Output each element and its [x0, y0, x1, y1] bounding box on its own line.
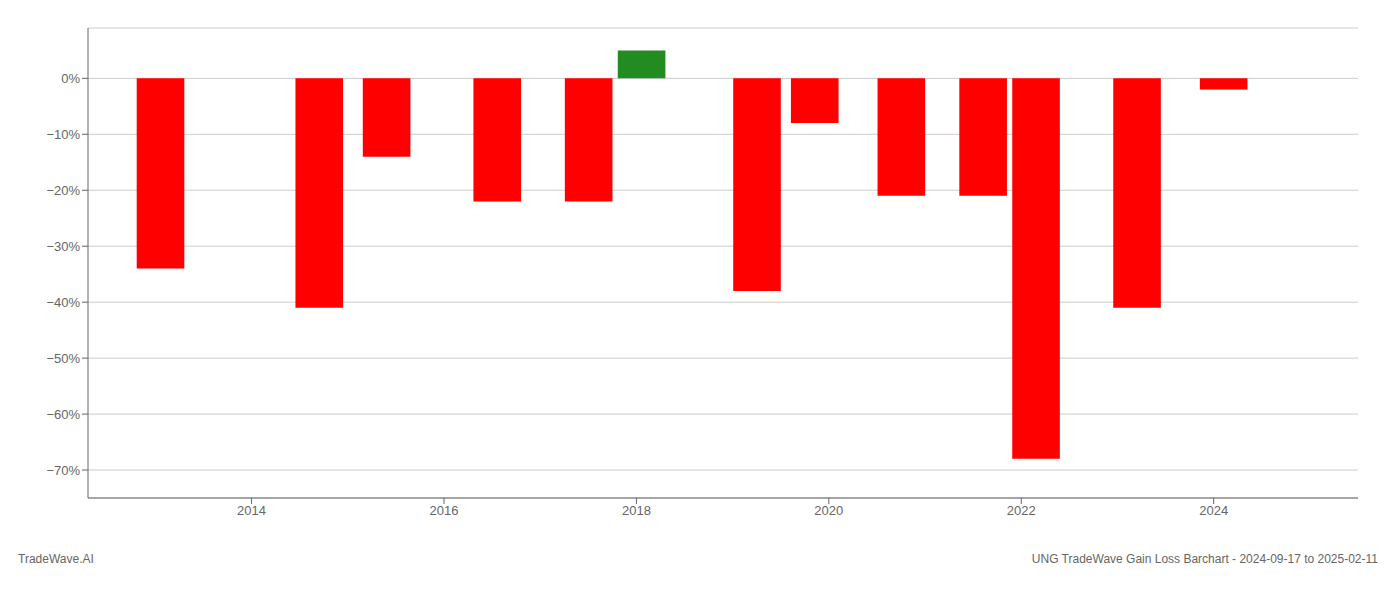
svg-text:−50%: −50% [46, 351, 80, 366]
svg-text:−10%: −10% [46, 127, 80, 142]
svg-text:2024: 2024 [1199, 503, 1228, 518]
svg-text:−60%: −60% [46, 407, 80, 422]
svg-text:−30%: −30% [46, 239, 80, 254]
svg-text:2022: 2022 [1007, 503, 1036, 518]
svg-text:0%: 0% [61, 71, 80, 86]
html-text:UNG TradeWave Gain Loss Barcha: UNG TradeWave Gain Loss Barchart - 2024-… [1031, 552, 1378, 566]
svg-text:−70%: −70% [46, 463, 80, 478]
svg-text:−20%: −20% [46, 183, 80, 198]
svg-text:2020: 2020 [814, 503, 843, 518]
svg-text:2014: 2014 [237, 503, 266, 518]
html-text:TradeWave.AI: TradeWave.AI [18, 552, 94, 566]
svg-text:2018: 2018 [622, 503, 651, 518]
svg-text:−40%: −40% [46, 295, 80, 310]
svg-text:2016: 2016 [430, 503, 459, 518]
